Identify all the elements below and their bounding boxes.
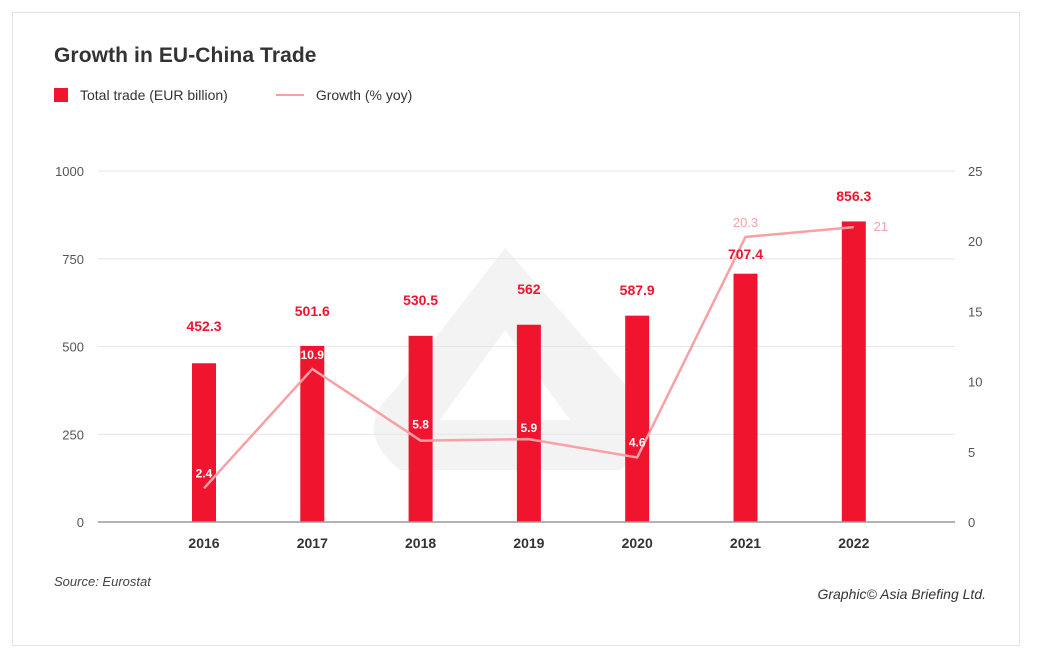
source-note: Source: Eurostat xyxy=(54,574,151,589)
growth-value-label: 20.3 xyxy=(733,215,758,230)
x-tick-label: 2018 xyxy=(405,535,436,551)
growth-value-label: 21 xyxy=(874,219,888,234)
y-right-tick-label: 10 xyxy=(968,375,982,390)
bar xyxy=(192,363,216,522)
growth-value-label: 5.9 xyxy=(521,421,538,435)
y-right-tick-label: 0 xyxy=(968,515,975,530)
growth-value-label: 4.6 xyxy=(629,435,646,449)
x-tick-label: 2019 xyxy=(513,535,544,551)
x-tick-label: 2016 xyxy=(188,535,219,551)
growth-value-label: 2.4 xyxy=(196,466,213,480)
chart-title: Growth in EU-China Trade xyxy=(54,44,317,67)
bar-value-label: 587.9 xyxy=(620,282,655,298)
legend-item-line: Growth (% yoy) xyxy=(275,87,413,103)
legend-item-bar: Total trade (EUR billion) xyxy=(54,87,228,103)
bar-value-label: 501.6 xyxy=(295,303,330,319)
y-left-tick-label: 500 xyxy=(62,340,84,355)
bar-value-label: 856.3 xyxy=(836,188,871,204)
legend-line-label: Growth (% yoy) xyxy=(315,87,413,103)
legend-line-swatch xyxy=(275,94,304,96)
y-right-tick-label: 20 xyxy=(968,234,982,249)
watermark-logo xyxy=(373,248,651,470)
legend-bar-label: Total trade (EUR billion) xyxy=(80,87,228,103)
growth-line xyxy=(203,225,854,490)
bar-value-label: 562 xyxy=(517,281,541,297)
bar xyxy=(516,324,541,522)
y-right-tick-label: 5 xyxy=(968,445,975,460)
bar xyxy=(408,335,433,522)
legend: Total trade (EUR billion) Growth (% yoy) xyxy=(54,87,460,103)
bar-value-label: 707.4 xyxy=(728,246,763,262)
y-left-tick-label: 250 xyxy=(62,427,84,442)
y-right-tick-label: 15 xyxy=(968,304,982,319)
y-left-tick-label: 1000 xyxy=(55,164,84,179)
growth-value-label: 5.8 xyxy=(412,418,429,432)
x-tick-label: 2021 xyxy=(730,535,761,551)
legend-bar-swatch xyxy=(54,88,68,102)
graphic-credit: Graphic© Asia Briefing Ltd. xyxy=(817,586,986,602)
bar-value-label: 452.3 xyxy=(186,318,221,334)
y-left-tick-label: 750 xyxy=(62,252,84,267)
bar-value-label: 530.5 xyxy=(403,292,438,308)
x-tick-label: 2022 xyxy=(838,535,869,551)
growth-value-label: 10.9 xyxy=(301,348,325,362)
y-left-tick-label: 0 xyxy=(77,515,84,530)
bar xyxy=(300,345,325,522)
x-tick-label: 2020 xyxy=(622,535,653,551)
bar xyxy=(733,273,758,522)
y-right-tick-label: 25 xyxy=(968,164,982,179)
bar xyxy=(625,315,650,522)
x-tick-label: 2017 xyxy=(297,535,328,551)
bar xyxy=(841,221,866,522)
